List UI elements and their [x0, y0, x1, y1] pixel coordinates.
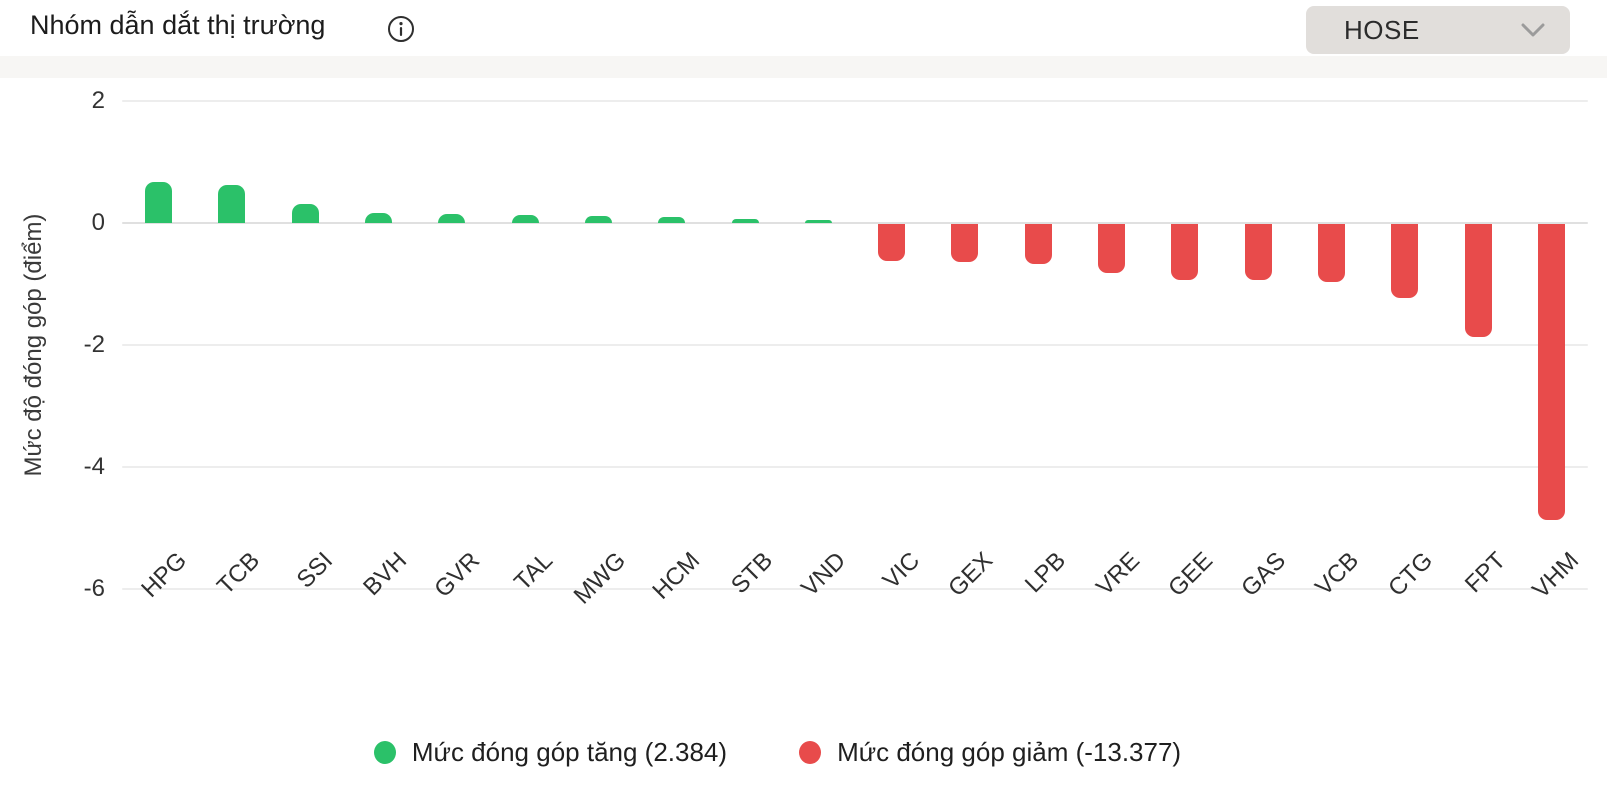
chevron-down-icon [1520, 22, 1546, 38]
bar-LPB[interactable] [1024, 224, 1052, 265]
y-tick-label: -2 [83, 331, 105, 358]
exchange-dropdown[interactable]: HOSE [1306, 6, 1570, 54]
exchange-dropdown-value: HOSE [1344, 14, 1420, 45]
bar-TCB[interactable] [218, 185, 246, 223]
bar-BVH[interactable] [365, 212, 393, 223]
bar-CTG[interactable] [1391, 224, 1419, 299]
bar-STB[interactable] [731, 218, 759, 223]
y-tick-label: -4 [83, 453, 105, 480]
gridline [122, 466, 1588, 468]
bar-FPT[interactable] [1464, 224, 1492, 337]
legend-label-negative: Mức đóng góp giảm (-13.377) [837, 737, 1182, 767]
bar-VCB[interactable] [1317, 224, 1345, 282]
bar-GEX[interactable] [951, 224, 979, 262]
bar-HCM[interactable] [658, 216, 686, 223]
legend-dot-negative [799, 741, 822, 764]
bar-SSI[interactable] [291, 204, 319, 223]
bar-VHM[interactable] [1537, 224, 1565, 520]
page-title: Nhóm dẫn dắt thị trường [30, 10, 326, 40]
gridline [122, 588, 1588, 590]
bar-VIC[interactable] [878, 224, 906, 261]
bar-VRE[interactable] [1098, 224, 1126, 273]
gridline [122, 100, 1588, 102]
bar-GVR[interactable] [438, 214, 466, 223]
bar-GAS[interactable] [1244, 224, 1272, 281]
zero-line [122, 222, 1588, 224]
bar-TAL[interactable] [511, 215, 539, 223]
bar-MWG[interactable] [584, 216, 612, 223]
legend-label-positive: Mức đóng góp tăng (2.384) [411, 737, 728, 767]
y-tick-label: 0 [91, 209, 105, 236]
bar-HPG[interactable] [145, 181, 173, 223]
bar-GEE[interactable] [1171, 224, 1199, 280]
contribution-chart: Mức độ đóng góp (điểm) 2 0 -2 -4 -6 HPG TCB SSI… [0, 78, 1607, 708]
legend-dot-positive [373, 741, 396, 764]
gridline [122, 344, 1588, 346]
legend-item-negative[interactable]: Mức đóng góp giảm (-13.377) [799, 737, 1181, 768]
legend-item-positive[interactable]: Mức đóng góp tăng (2.384) [373, 737, 728, 768]
y-tick-label: 2 [91, 87, 105, 114]
y-tick-label: -6 [83, 575, 105, 602]
bar-VND[interactable] [804, 219, 832, 223]
chart-legend: Mức đóng góp tăng (2.384) Mức đóng góp g… [0, 737, 1581, 768]
info-icon[interactable] [387, 15, 415, 43]
section-divider [0, 56, 1607, 78]
